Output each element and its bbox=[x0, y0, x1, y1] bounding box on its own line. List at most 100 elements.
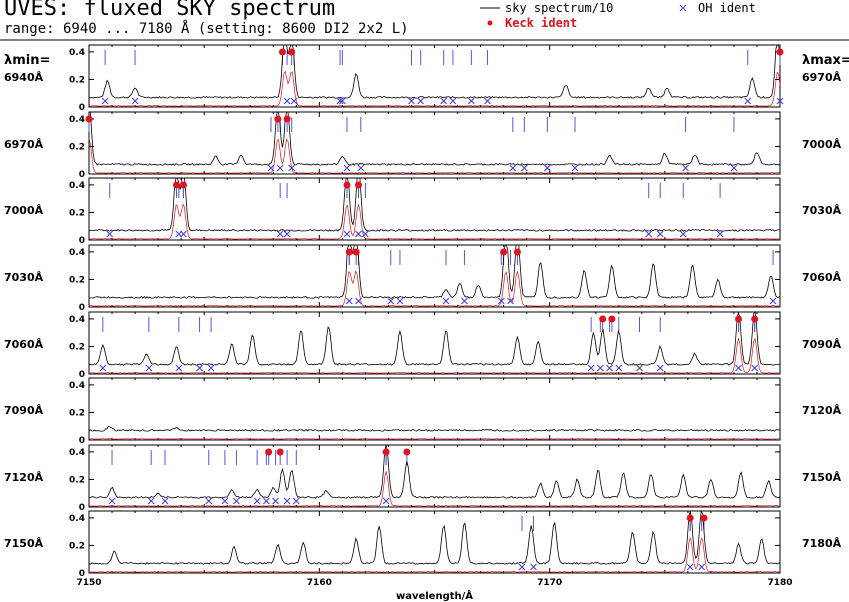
keck-ident-marker bbox=[599, 315, 607, 323]
oh-ident-marker bbox=[283, 230, 291, 238]
oh-ident-marker bbox=[355, 230, 362, 238]
panel-min-label: 7030Å bbox=[4, 271, 44, 284]
keck-ident-marker bbox=[513, 248, 521, 256]
error-line bbox=[88, 270, 781, 307]
oh-ident-marker bbox=[207, 364, 215, 372]
keck-ident-marker bbox=[686, 514, 694, 522]
y-tick-label: 0.4 bbox=[69, 248, 85, 258]
keck-ident-marker bbox=[382, 448, 390, 456]
y-tick-label: 0.2 bbox=[69, 142, 85, 152]
oh-ident-marker bbox=[636, 364, 643, 372]
y-tick-label: 0.4 bbox=[69, 48, 85, 58]
keck-ident-marker bbox=[274, 115, 282, 123]
error-line bbox=[88, 138, 781, 174]
spectrum-line bbox=[88, 444, 781, 499]
keck-ident-marker bbox=[343, 181, 351, 189]
oh-ident-marker bbox=[417, 97, 425, 105]
oh-ident-marker bbox=[288, 164, 296, 172]
keck-ident-marker bbox=[354, 181, 362, 189]
spectrum-line bbox=[88, 509, 781, 565]
oh-ident-marker bbox=[544, 164, 551, 172]
oh-ident-marker bbox=[253, 497, 261, 505]
error-line bbox=[88, 470, 781, 507]
oh-ident-marker bbox=[645, 230, 653, 238]
y-tick-label: 0.4 bbox=[69, 448, 85, 458]
spectrum-line bbox=[88, 311, 781, 366]
oh-ident-marker bbox=[615, 364, 623, 372]
oh-ident-marker bbox=[357, 164, 365, 172]
oh-ident-marker bbox=[596, 364, 604, 372]
oh-ident-marker bbox=[520, 164, 528, 172]
x-tick-label: 7150 bbox=[76, 578, 101, 588]
spectrum-panel: 0 0.2 0.4 6940Å 6970Å bbox=[4, 44, 842, 113]
oh-ident-marker bbox=[276, 164, 284, 172]
panel-min-label: 6940Å bbox=[4, 71, 44, 84]
oh-ident-marker bbox=[744, 97, 752, 105]
y-tick-label: 0.4 bbox=[69, 381, 85, 391]
oh-ident-marker bbox=[730, 164, 738, 172]
oh-ident-marker bbox=[769, 297, 777, 305]
oh-ident-marker bbox=[221, 497, 229, 505]
keck-ident-marker bbox=[352, 248, 360, 256]
oh-ident-marker bbox=[233, 497, 240, 505]
x-tick-label: 7170 bbox=[537, 578, 562, 588]
error-line bbox=[88, 70, 781, 107]
oh-ident-marker bbox=[339, 97, 346, 105]
lambda-min-header: λmin= bbox=[4, 53, 50, 68]
oh-ident-marker bbox=[343, 164, 351, 172]
oh-ident-marker bbox=[682, 164, 689, 172]
y-tick-label: 0 bbox=[79, 569, 85, 579]
lambda-max-header: λmax= bbox=[802, 53, 849, 68]
oh-ident-marker bbox=[656, 230, 664, 238]
error-line bbox=[88, 203, 781, 240]
spectrum-panel: 0 0.2 0.4 7120Å 7150Å bbox=[4, 444, 842, 513]
oh-ident-marker bbox=[290, 97, 298, 105]
x-tick-label: 7160 bbox=[307, 578, 332, 588]
oh-ident-marker bbox=[484, 97, 491, 105]
oh-ident-marker bbox=[686, 563, 694, 571]
oh-ident-marker bbox=[467, 97, 475, 105]
y-tick-label: 0 bbox=[79, 303, 85, 313]
oh-ident-marker bbox=[497, 297, 505, 305]
oh-ident-marker bbox=[336, 97, 344, 105]
y-tick-label: 0 bbox=[79, 236, 85, 246]
spectrum-panel: 0 0.2 0.4 7090Å 7120Å bbox=[4, 377, 842, 446]
oh-ident-marker bbox=[292, 497, 300, 505]
oh-ident-marker bbox=[776, 97, 784, 105]
oh-ident-marker bbox=[343, 230, 351, 238]
oh-ident-marker bbox=[606, 364, 613, 372]
y-tick-label: 0 bbox=[79, 436, 85, 446]
y-tick-label: 0.4 bbox=[69, 315, 85, 325]
oh-ident-marker bbox=[679, 230, 687, 238]
x-tick-label: 7180 bbox=[767, 578, 792, 588]
oh-ident-marker bbox=[263, 497, 270, 505]
oh-ident-marker bbox=[507, 297, 514, 305]
oh-ident-marker bbox=[518, 563, 526, 571]
y-tick-label: 0.4 bbox=[69, 115, 85, 125]
y-tick-label: 0.2 bbox=[69, 208, 85, 218]
keck-ident-marker bbox=[288, 48, 296, 56]
chart-subtitle: range: 6940 ... 7180 Å (setting: 8600 DI… bbox=[4, 21, 409, 37]
oh-ident-marker bbox=[449, 97, 457, 105]
keck-ident-marker bbox=[265, 448, 273, 456]
panel-max-label: 7030Å bbox=[802, 204, 842, 217]
y-tick-label: 0.2 bbox=[69, 541, 85, 551]
oh-ident-marker bbox=[147, 497, 155, 505]
oh-ident-marker bbox=[161, 497, 169, 505]
oh-ident-marker bbox=[656, 364, 664, 372]
error-line bbox=[88, 337, 781, 374]
oh-ident-marker bbox=[571, 164, 579, 172]
oh-ident-marker bbox=[345, 297, 353, 305]
oh-ident-marker bbox=[101, 97, 109, 105]
keck-ident-marker bbox=[751, 315, 759, 323]
keck-ident-marker bbox=[276, 448, 284, 456]
spectrum-panel: 0 0.2 0.4 7000Å 7030Å bbox=[4, 177, 842, 246]
panel-min-label: 7150Å bbox=[4, 537, 44, 550]
oh-ident-marker bbox=[267, 164, 275, 172]
oh-ident-marker bbox=[735, 364, 742, 372]
spectrum-line bbox=[88, 244, 781, 299]
panel-min-label: 6970Å bbox=[4, 138, 44, 151]
oh-ident-marker bbox=[716, 230, 724, 238]
chart-title: UVES: fluxed SKY spectrum bbox=[4, 0, 336, 21]
error-line bbox=[88, 438, 781, 440]
